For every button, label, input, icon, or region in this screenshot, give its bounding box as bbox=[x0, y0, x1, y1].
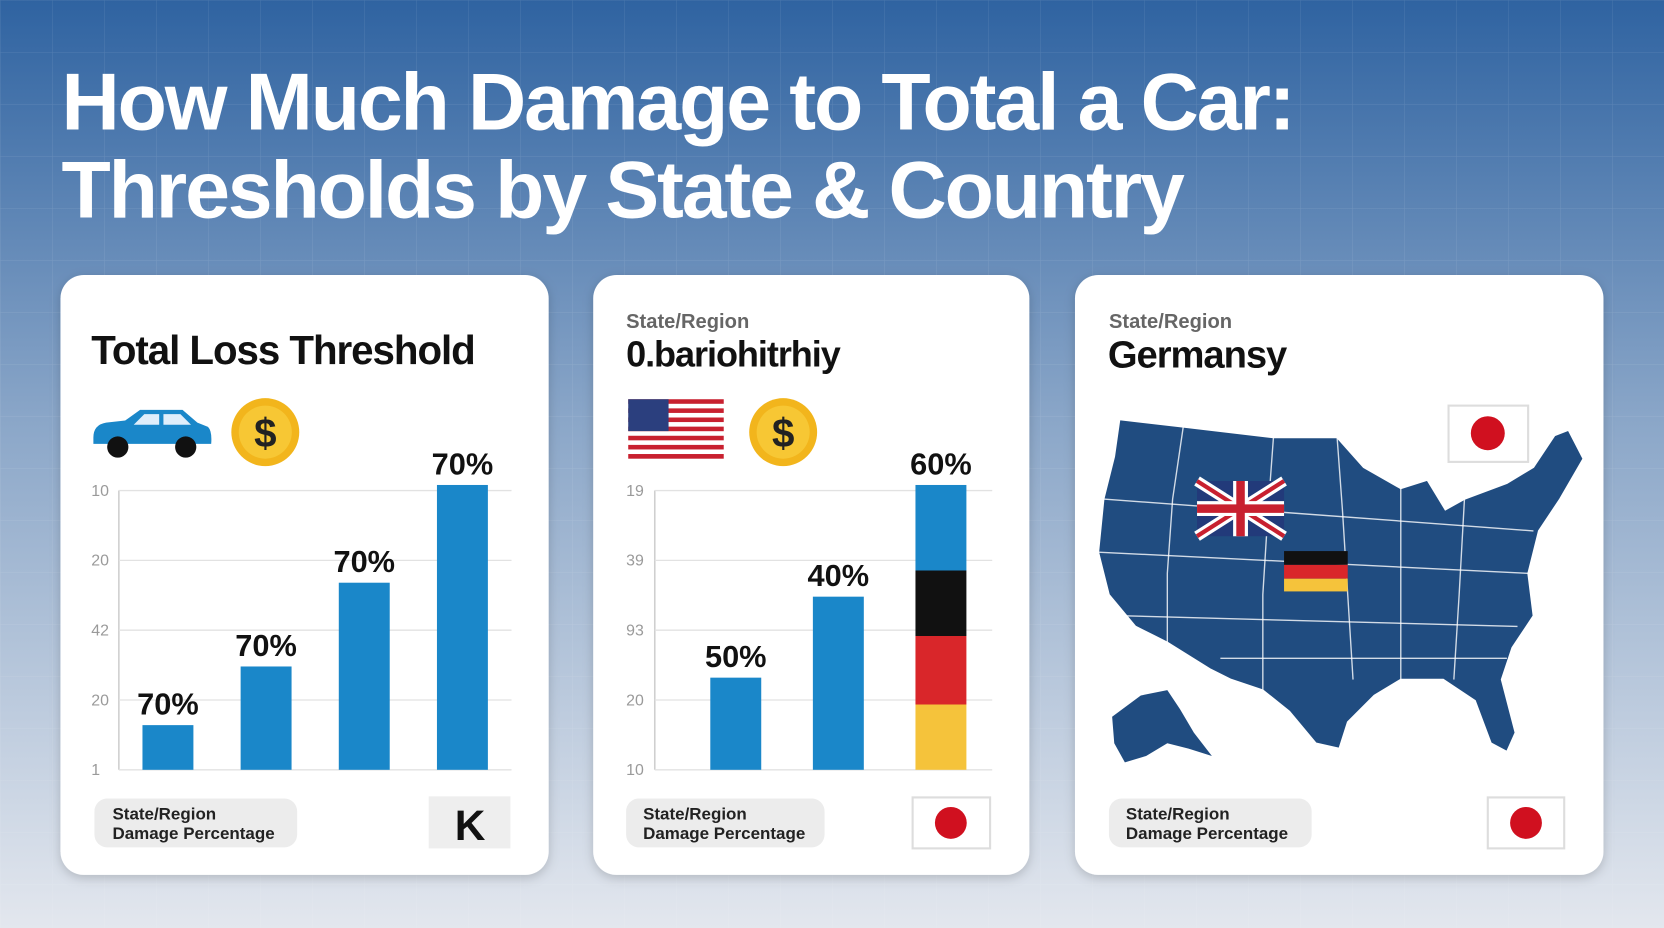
svg-text:$: $ bbox=[772, 410, 794, 456]
footer-label: Damage Percentage bbox=[112, 824, 274, 843]
y-tick-label: 42 bbox=[91, 622, 109, 639]
bar-label: 40% bbox=[808, 558, 870, 593]
bar bbox=[338, 582, 390, 770]
footer-pill bbox=[94, 798, 298, 848]
panel-subtitle: State/Region bbox=[1109, 311, 1232, 333]
panel-title: 0.bariohitrhiy bbox=[626, 333, 841, 374]
y-tick-label: 20 bbox=[91, 692, 109, 709]
y-tick-label: 20 bbox=[626, 692, 644, 709]
coin-icon: $ bbox=[749, 398, 818, 467]
bar bbox=[710, 677, 762, 770]
y-tick-label: 1 bbox=[91, 762, 100, 779]
footer-label: Damage Percentage bbox=[643, 824, 805, 843]
bar-label: 70% bbox=[333, 544, 395, 579]
panel-subtitle: State/Region bbox=[626, 311, 749, 333]
y-tick-label: 93 bbox=[626, 622, 644, 639]
coin-icon: $ bbox=[231, 398, 300, 467]
germany-flag-icon bbox=[1284, 551, 1348, 592]
uk-flag-icon bbox=[1194, 476, 1287, 541]
footer-pill bbox=[1108, 798, 1312, 848]
bar-label: 70% bbox=[137, 686, 199, 721]
japan-flag-icon bbox=[1486, 796, 1566, 850]
japan-flag-icon bbox=[911, 796, 992, 850]
car-icon bbox=[93, 409, 212, 458]
footer-label: Damage Percentage bbox=[1126, 824, 1288, 843]
footer-label: State/Region bbox=[112, 805, 216, 824]
panel-title: Total Loss Threshold bbox=[91, 327, 474, 373]
us-flag-icon bbox=[628, 399, 724, 459]
bar bbox=[812, 596, 864, 770]
footer-label: State/Region bbox=[1126, 805, 1230, 824]
bar-label: 60% bbox=[910, 446, 972, 481]
bar bbox=[142, 725, 194, 770]
bar bbox=[436, 484, 488, 770]
page-title-line: How Much Damage to Total a Car: bbox=[62, 58, 1294, 148]
y-tick-label: 10 bbox=[626, 762, 644, 779]
japan-flag-icon bbox=[1447, 404, 1530, 463]
y-tick-label: 39 bbox=[626, 553, 644, 570]
y-tick-label: 10 bbox=[91, 483, 109, 500]
footer-pill bbox=[626, 798, 825, 848]
bar-label: 70% bbox=[432, 446, 494, 481]
footer-label: State/Region bbox=[643, 805, 747, 824]
badge-box bbox=[428, 796, 511, 849]
bar bbox=[240, 666, 292, 770]
y-tick-label: 20 bbox=[91, 553, 109, 570]
badge: K bbox=[455, 802, 486, 849]
y-tick-label: 19 bbox=[626, 483, 644, 500]
bar-label: 50% bbox=[705, 639, 767, 674]
bar-label: 70% bbox=[235, 628, 297, 663]
bar bbox=[915, 484, 967, 770]
page-title-line: Thresholds by State & Country bbox=[62, 146, 1185, 236]
svg-text:$: $ bbox=[254, 410, 276, 456]
panel-title: Germansy bbox=[1108, 333, 1288, 376]
